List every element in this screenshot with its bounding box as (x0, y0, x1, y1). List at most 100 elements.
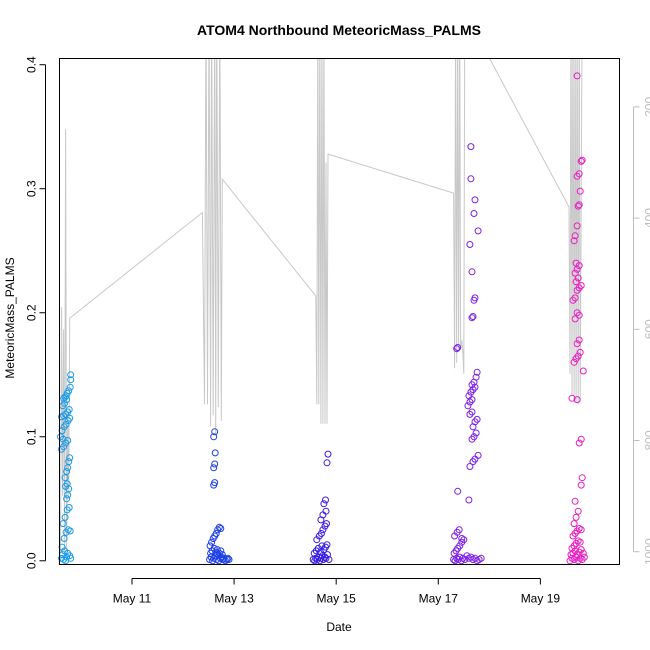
data-point (474, 451, 482, 459)
data-point (66, 414, 74, 422)
y-tick-label: 0.3 (25, 180, 39, 197)
data-point (211, 428, 219, 436)
data-point (322, 507, 330, 515)
data-point (573, 72, 581, 80)
data-point (211, 449, 219, 457)
data-point (65, 387, 73, 395)
data-point (570, 237, 578, 245)
data-point (572, 278, 580, 286)
data-point (465, 392, 473, 400)
data-point (57, 433, 64, 441)
data-point (323, 520, 330, 528)
data-point (63, 553, 71, 561)
data-point (67, 376, 75, 384)
data-point (63, 480, 71, 488)
data-point (570, 520, 578, 528)
y-tick-label: 0.1 (25, 428, 39, 445)
data-point (471, 196, 479, 204)
data-point (467, 175, 475, 183)
data-point (469, 313, 477, 320)
data-point (468, 268, 476, 276)
data-point (465, 496, 473, 504)
data-point (455, 526, 463, 534)
data-point (470, 210, 478, 217)
data-point (59, 520, 67, 528)
data-point (466, 463, 474, 470)
data-point (61, 393, 69, 401)
data-point (317, 530, 325, 537)
data-point (453, 345, 461, 353)
data-point (574, 202, 582, 210)
data-point (572, 259, 580, 267)
data-point (66, 383, 74, 391)
data-point (218, 551, 226, 559)
data-point (217, 547, 225, 555)
data-point (324, 450, 332, 458)
chart-title: ATOM4 Northbound MeteoricMass_PALMS (197, 22, 481, 38)
data-point (472, 373, 480, 381)
series-3 (309, 450, 333, 565)
data-point (571, 315, 579, 323)
data-point (210, 433, 218, 441)
data-point (217, 525, 225, 532)
data-point (466, 241, 474, 248)
x-axis-label: Date (326, 620, 352, 634)
data-point (60, 443, 68, 451)
data-point (60, 535, 68, 542)
data-point (454, 344, 462, 351)
data-point (213, 546, 221, 554)
data-point (65, 504, 73, 511)
y2-tick-label: 800 (643, 430, 650, 450)
data-point (574, 507, 582, 515)
data-point (474, 227, 482, 235)
data-point (65, 485, 73, 493)
data-points (57, 72, 588, 565)
data-point (477, 554, 485, 562)
data-point (571, 269, 579, 277)
data-point (575, 525, 583, 532)
data-point (575, 170, 583, 178)
data-point (577, 546, 585, 554)
y-axis-label: MeteoricMass_PALMS (3, 257, 17, 378)
data-point (61, 513, 69, 521)
y2-tick-label: 400 (643, 208, 650, 228)
series-2 (206, 428, 233, 565)
data-point (574, 537, 582, 545)
y2-tick-label: 1000 (643, 538, 650, 565)
data-point (470, 433, 478, 441)
data-point (572, 513, 580, 521)
data-point (61, 474, 69, 482)
data-point (574, 274, 582, 282)
data-point (67, 554, 75, 562)
data-point (64, 437, 72, 444)
data-point (210, 464, 218, 472)
data-point (573, 340, 581, 348)
data-point (456, 542, 464, 550)
data-point (225, 556, 233, 563)
data-point (67, 371, 75, 379)
data-point (571, 232, 579, 240)
data-point (224, 554, 232, 562)
data-point (458, 535, 466, 542)
data-point (318, 542, 326, 550)
data-point (324, 551, 331, 559)
data-point (576, 538, 584, 546)
data-point (65, 406, 73, 413)
data-point (576, 187, 584, 195)
data-point (473, 368, 481, 376)
data-point (577, 157, 585, 165)
x-tick-label: May 15 (317, 592, 357, 606)
data-point (577, 481, 585, 489)
data-point (580, 553, 588, 561)
y2-tick-label: 200 (643, 97, 650, 117)
data-point (206, 542, 214, 550)
data-point (579, 549, 587, 557)
data-point (325, 556, 333, 563)
axes: May 11 May 13 May 15 May 17 May 19 0.0 0.1 0.2 0… (25, 56, 650, 605)
series-5 (566, 72, 588, 565)
data-point (575, 336, 583, 344)
y2-tick-label: 600 (643, 319, 650, 339)
data-point (323, 459, 331, 467)
data-point (577, 435, 585, 443)
data-point (575, 439, 583, 447)
